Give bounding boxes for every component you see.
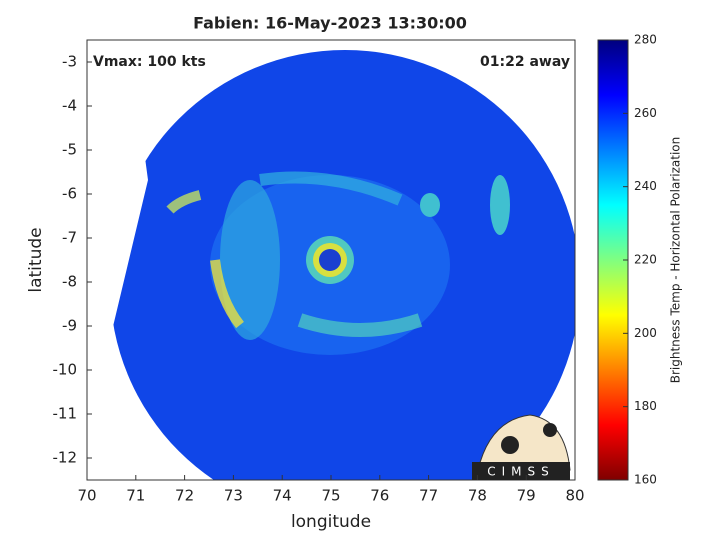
chart-title: Fabien: 16-May-2023 13:30:00 xyxy=(193,14,467,33)
y-axis-label: latitude xyxy=(26,227,46,292)
x-tick-label: 70 xyxy=(77,487,96,505)
x-tick-label: 75 xyxy=(321,487,340,505)
colorbar-tick-label: 240 xyxy=(634,179,657,193)
x-axis-label: longitude xyxy=(291,512,371,532)
x-tick-label: 79 xyxy=(517,487,536,505)
colorbar-label: Brightness Temp - Horizontal Polarizatio… xyxy=(669,137,683,384)
annotation: Vmax: 100 kts xyxy=(93,54,206,70)
colorbar-tick-label: 280 xyxy=(634,33,657,47)
x-tick-label: 71 xyxy=(126,487,145,505)
colorbar-tick-label: 200 xyxy=(634,326,657,340)
swath-image xyxy=(110,50,575,480)
y-tick-label: -9 xyxy=(62,317,77,335)
colorbar-tick-label: 180 xyxy=(634,399,657,413)
y-tick-label: -7 xyxy=(62,229,77,247)
x-tick-label: 73 xyxy=(224,487,243,505)
x-tick-label: 76 xyxy=(370,487,389,505)
y-tick-label: -11 xyxy=(53,405,78,423)
colorbar-tick-label: 220 xyxy=(634,253,657,267)
y-tick-label: -3 xyxy=(62,53,77,71)
y-tick-label: -12 xyxy=(53,449,78,467)
x-tick-label: 78 xyxy=(468,487,487,505)
y-tick-label: -6 xyxy=(62,185,77,203)
logo: CIMSS xyxy=(472,414,571,480)
y-tick-label: -4 xyxy=(62,97,77,115)
x-tick-label: 72 xyxy=(175,487,194,505)
colorbar-tick-label: 160 xyxy=(634,473,657,487)
y-tick-label: -5 xyxy=(62,141,77,159)
x-tick-label: 80 xyxy=(565,487,584,505)
x-tick-label: 74 xyxy=(273,487,292,505)
y-tick-label: -8 xyxy=(62,273,77,291)
annotation: 01:22 away xyxy=(480,54,570,70)
x-tick-label: 77 xyxy=(419,487,438,505)
y-tick-label: -10 xyxy=(53,361,78,379)
colorbar-tick-label: 260 xyxy=(634,106,657,120)
logo-text: CIMSS xyxy=(487,465,555,479)
